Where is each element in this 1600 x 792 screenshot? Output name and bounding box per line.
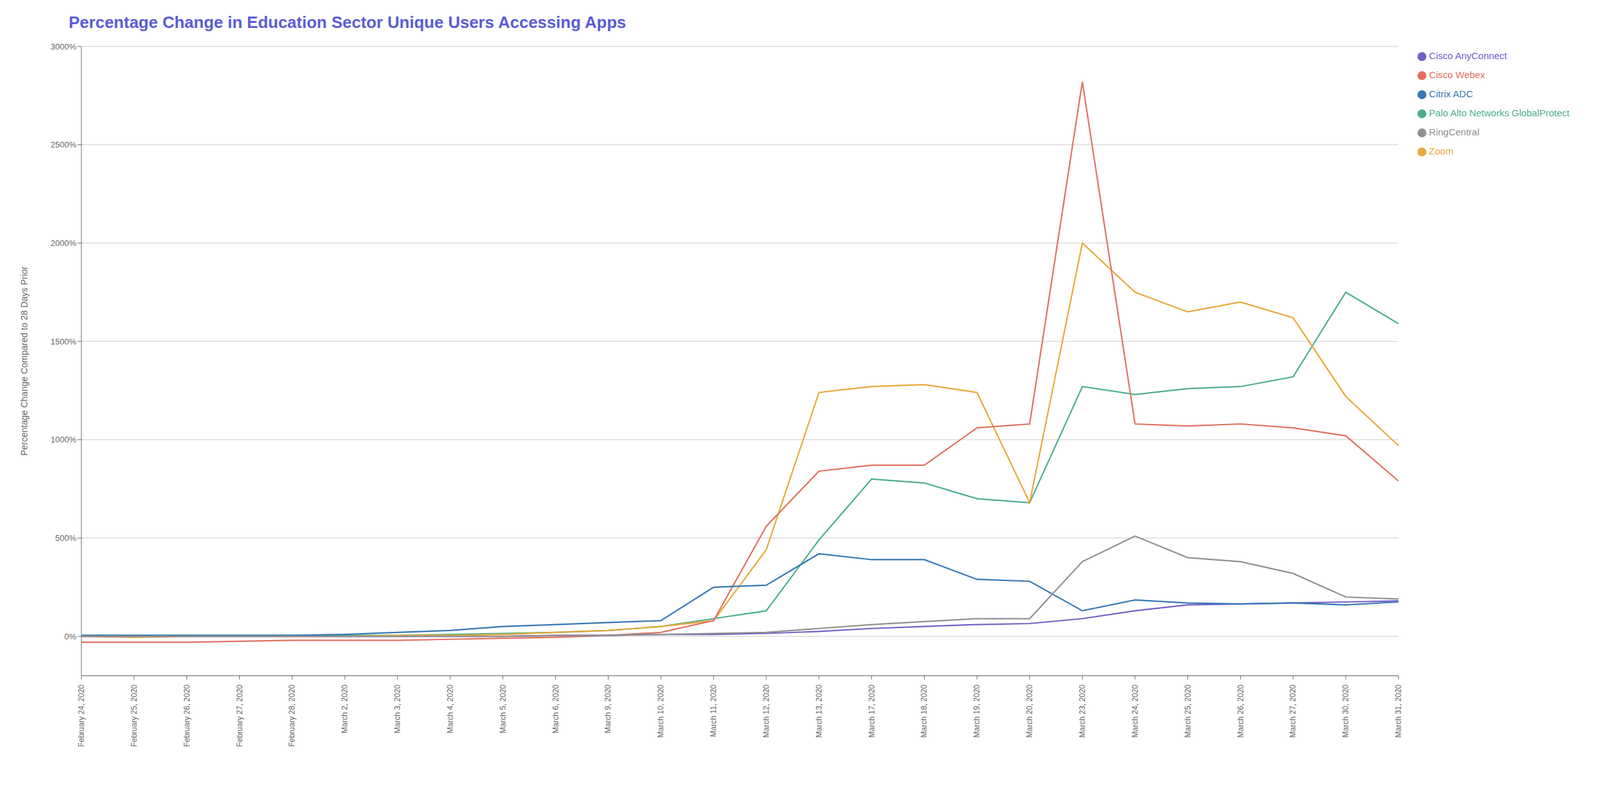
svg-text:1000%: 1000% [50,434,77,445]
svg-text:3000%: 3000% [50,41,77,52]
html-text:Percentage Change in Education: Percentage Change in Education Sector Un… [68,12,627,32]
svg-text:1500%: 1500% [50,337,77,347]
html-text:Palo Alto Networks GlobalProte: Palo Alto Networks GlobalProtect [1428,107,1570,119]
svg-text:March 19, 2020: March 19, 2020 [972,684,982,739]
html-text:Cisco AnyConnect: Cisco AnyConnect [1428,50,1507,62]
svg-text:500%: 500% [55,533,77,544]
html-text:Cisco Webex: Cisco Webex [1428,69,1486,81]
svg-text:February 24, 2020: February 24, 2020 [76,684,86,748]
svg-text:February 25, 2020: February 25, 2020 [129,684,139,748]
svg-text:March 11, 2020: March 11, 2020 [709,684,718,738]
svg-text:March 9, 2020: March 9, 2020 [603,684,613,734]
svg-text:March 4, 2020: March 4, 2020 [445,684,455,734]
svg-text:Percentage Change Compared to: Percentage Change Compared to 28 Days Pr… [19,266,30,456]
html-text:RingCentral: RingCentral [1428,126,1480,138]
svg-text:March 31, 2020: March 31, 2020 [1393,684,1403,739]
svg-text:March 13, 2020: March 13, 2020 [814,684,824,739]
svg-text:March 25, 2020: March 25, 2020 [1183,684,1193,739]
svg-text:February 26, 2020: February 26, 2020 [182,684,192,748]
svg-text:March 18, 2020: March 18, 2020 [919,684,929,739]
svg-text:March 20, 2020: March 20, 2020 [1025,684,1035,739]
svg-text:0%: 0% [64,632,77,642]
svg-text:March 30, 2020: March 30, 2020 [1341,684,1351,739]
svg-text:February 27, 2020: February 27, 2020 [235,684,245,748]
svg-text:March 17, 2020: March 17, 2020 [867,684,877,739]
svg-text:February 28, 2020: February 28, 2020 [287,684,297,748]
svg-text:2000%: 2000% [50,238,77,249]
svg-text:March 23, 2020: March 23, 2020 [1077,684,1087,739]
svg-text:March 3, 2020: March 3, 2020 [393,684,402,734]
svg-text:March 26, 2020: March 26, 2020 [1236,684,1246,739]
svg-text:March 6, 2020: March 6, 2020 [551,684,561,734]
svg-text:March 2, 2020: March 2, 2020 [340,684,350,734]
svg-text:March 5, 2020: March 5, 2020 [498,684,508,734]
svg-text:March 24, 2020: March 24, 2020 [1130,684,1140,739]
svg-text:March 10, 2020: March 10, 2020 [656,684,666,739]
html-text:Citrix ADC: Citrix ADC [1428,88,1473,100]
html-text:Zoom: Zoom [1428,145,1454,157]
svg-text:March 27, 2020: March 27, 2020 [1288,684,1298,739]
svg-text:March 12, 2020: March 12, 2020 [761,684,771,739]
svg-text:2500%: 2500% [50,139,77,150]
